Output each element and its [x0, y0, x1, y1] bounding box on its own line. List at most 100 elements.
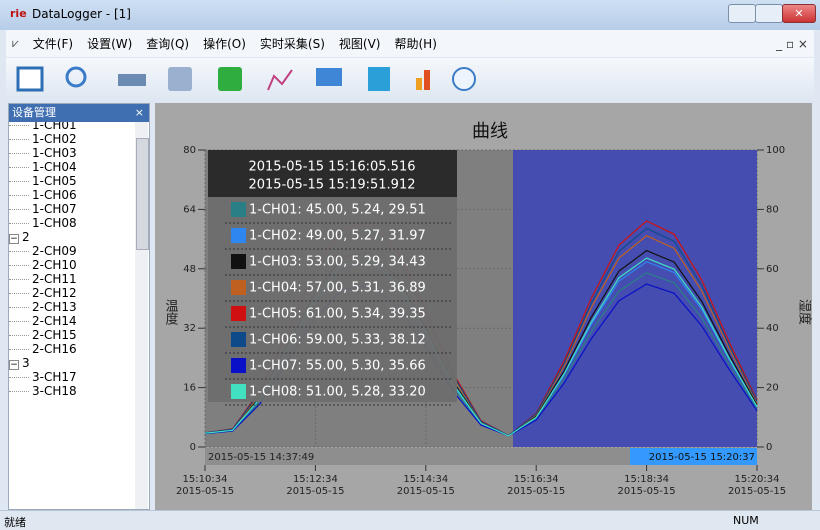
- x-tick-label: 15:16:34: [514, 474, 559, 485]
- tree-item[interactable]: 2-CH16: [9, 342, 149, 356]
- x-tick-label: 15:18:34: [624, 474, 669, 485]
- item-label: 1-CH05: [32, 174, 77, 188]
- tooltip-time: 2015-05-15 15:19:51.912: [248, 178, 415, 193]
- tooltip-time: 2015-05-15 15:16:05.516: [248, 160, 415, 175]
- menu-item[interactable]: 设置(W): [87, 37, 133, 51]
- status-text: 就绪: [4, 516, 26, 529]
- range-scroll[interactable]: [205, 448, 757, 465]
- tree-item[interactable]: 1-CH05: [9, 174, 149, 188]
- tool-stop[interactable]: [218, 67, 242, 91]
- item-label: 3-CH18: [32, 384, 77, 398]
- tooltip-entry: 1-CH03: 53.00, 5.29, 34.43: [249, 255, 426, 270]
- status-bar: 就绪 NUM: [0, 510, 820, 530]
- window-title: DataLogger - [1]: [32, 7, 131, 21]
- tree-item[interactable]: 1-CH06: [9, 188, 149, 202]
- tree-item[interactable]: 1-CH07: [9, 202, 149, 216]
- menu-item[interactable]: 视图(V): [338, 37, 381, 51]
- tree-group[interactable]: −3: [9, 356, 149, 370]
- x-tick-label: 15:20:34: [735, 474, 780, 485]
- x-tick-label: 2015-05-15: [507, 486, 565, 497]
- tooltip-header: [208, 150, 457, 197]
- range-handle[interactable]: [630, 448, 757, 465]
- y2-tick-label: 60: [766, 264, 779, 275]
- tree-connector: [9, 167, 29, 168]
- range-start: 2015-05-15 14:37:49: [208, 452, 314, 463]
- tree-item[interactable]: 2-CH15: [9, 328, 149, 342]
- item-label: 1-CH07: [32, 202, 77, 216]
- legend-swatch: [231, 254, 246, 269]
- tool-search[interactable]: [65, 66, 87, 88]
- tool-curve[interactable]: [267, 69, 293, 91]
- y-tick-label: 16: [183, 383, 196, 394]
- legend-swatch: [231, 332, 246, 347]
- group-label: 2: [22, 230, 30, 244]
- tool-help[interactable]: [452, 67, 476, 91]
- item-label: 2-CH12: [32, 286, 77, 300]
- item-label: 2-CH15: [32, 328, 77, 342]
- item-label: 2-CH11: [32, 272, 77, 286]
- panel-close[interactable]: ×: [134, 106, 144, 119]
- tree-connector: [9, 265, 29, 266]
- tooltip-entry: 1-CH08: 51.00, 5.28, 33.20: [249, 385, 426, 400]
- tree-connector: [9, 195, 29, 196]
- y2-tick-label: 0: [766, 442, 772, 453]
- tree-item[interactable]: 2-CH09: [9, 244, 149, 258]
- menu-item[interactable]: 查询(Q): [146, 37, 190, 51]
- minimize-button[interactable]: [728, 4, 756, 23]
- y2-tick-label: 40: [766, 323, 779, 334]
- tree-item[interactable]: 1-CH04: [9, 160, 149, 174]
- tree-connector: [9, 181, 29, 182]
- toolbar: [6, 58, 814, 103]
- y-tick-label: 48: [183, 264, 196, 275]
- legend-swatch: [231, 384, 246, 399]
- scroll-thumb[interactable]: [136, 138, 149, 250]
- tree-connector: [9, 377, 29, 378]
- tree-item[interactable]: 2-CH14: [9, 314, 149, 328]
- tree-item[interactable]: 3-CH17: [9, 370, 149, 384]
- item-label: 3-CH17: [32, 370, 77, 384]
- item-label: 2-CH09: [32, 244, 77, 258]
- x-tick-label: 2015-05-15: [397, 486, 455, 497]
- legend-swatch: [231, 358, 246, 373]
- tree-connector: [9, 321, 29, 322]
- item-label: 1-CH02: [32, 132, 77, 146]
- tool-report[interactable]: [416, 78, 422, 90]
- tree-item[interactable]: 2-CH12: [9, 286, 149, 300]
- tree-group[interactable]: −2: [9, 230, 149, 244]
- chart: 曲线 温度 湿度 2015-05-15 14:37:49 2015-05-15 …: [155, 103, 812, 510]
- tree-connector: [9, 349, 29, 350]
- tree-item[interactable]: 1-CH02: [9, 132, 149, 146]
- x-tick-label: 2015-05-15: [176, 486, 234, 497]
- tool-play[interactable]: [168, 67, 192, 91]
- x-tick-label: 15:12:34: [293, 474, 338, 485]
- item-label: 1-CH06: [32, 188, 77, 202]
- tree-item[interactable]: 2-CH10: [9, 258, 149, 272]
- tree-item[interactable]: 2-CH11: [9, 272, 149, 286]
- scrollbar[interactable]: [135, 122, 149, 509]
- expander[interactable]: −: [9, 360, 19, 370]
- close-button[interactable]: ✕: [782, 4, 816, 23]
- tooltip: 2015-05-15 15:16:05.516 2015-05-15 15:19:…: [208, 150, 457, 406]
- menu-item[interactable]: 实时采集(S): [259, 37, 325, 51]
- maximize-button[interactable]: [755, 4, 783, 23]
- x-tick-label: 2015-05-15: [728, 486, 786, 497]
- tree-item[interactable]: 1-CH03: [9, 146, 149, 160]
- tooltip-entry: 1-CH06: 59.00, 5.33, 38.12: [249, 333, 426, 348]
- tree-item[interactable]: 2-CH13: [9, 300, 149, 314]
- tool-window[interactable]: [16, 66, 44, 92]
- tree-item[interactable]: 3-CH18: [9, 384, 149, 398]
- menu-item[interactable]: 文件(F): [32, 37, 74, 51]
- tree-item[interactable]: 1-CH08: [9, 216, 149, 230]
- y2-tick-label: 100: [766, 145, 785, 156]
- menu-item[interactable]: 操作(O): [203, 37, 246, 51]
- tool-monitor[interactable]: [316, 68, 342, 86]
- menu-item[interactable]: 帮助(H): [394, 37, 437, 51]
- mdi-controls[interactable]: _ ▫ ×: [776, 36, 808, 51]
- tool-print[interactable]: [118, 74, 146, 86]
- y-tick-label: 64: [183, 204, 196, 215]
- tool-table[interactable]: [368, 67, 390, 91]
- tree-connector: [9, 279, 29, 280]
- expander[interactable]: −: [9, 234, 19, 244]
- item-label: 2-CH10: [32, 258, 77, 272]
